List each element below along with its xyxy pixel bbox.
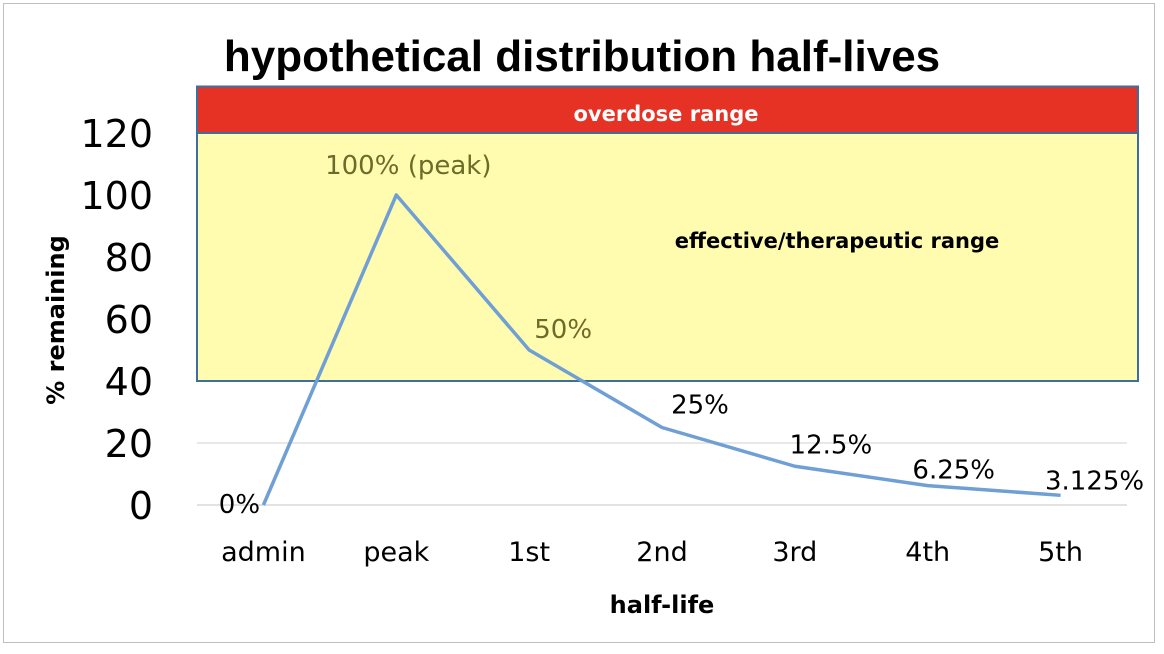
data-labels: 0% 100% (peak) 50% 25% 12.5% 6.25% 3.125% <box>219 151 1144 520</box>
range-bands: effective/therapeutic range overdose rang… <box>196 85 1139 382</box>
therapeutic-range-band <box>196 132 1139 382</box>
overdose-range-band <box>196 85 1139 134</box>
x-tick-label: 1st <box>508 537 550 568</box>
y-tick-label: 120 <box>80 112 153 156</box>
y-axis-title: % remaining <box>42 235 70 405</box>
data-label: 100% (peak) <box>325 151 491 181</box>
y-tick-label: 80 <box>105 236 153 280</box>
data-label: 25% <box>671 391 729 421</box>
x-tick-label: 4th <box>905 537 950 568</box>
data-label: 3.125% <box>1045 466 1144 496</box>
x-tick-labels: admin peak 1st 2nd 3rd 4th 5th <box>221 537 1083 568</box>
chart-title: hypothetical distribution half-lives <box>224 32 940 81</box>
x-tick-label: peak <box>363 537 429 568</box>
data-label: 50% <box>534 315 592 345</box>
x-tick-label: 5th <box>1038 537 1083 568</box>
y-tick-label: 20 <box>105 422 153 466</box>
data-label: 0% <box>219 490 260 520</box>
y-tick-labels: 0 20 40 60 80 100 120 <box>80 112 153 528</box>
overdose-range-label: overdose range <box>574 102 759 126</box>
x-tick-label: admin <box>221 537 306 568</box>
x-axis-title: half-life <box>610 591 715 619</box>
y-tick-label: 60 <box>105 298 153 342</box>
therapeutic-range-label: effective/therapeutic range <box>675 229 1000 253</box>
x-tick-label: 2nd <box>636 537 687 568</box>
y-tick-label: 0 <box>129 484 153 528</box>
data-label: 12.5% <box>790 430 873 460</box>
x-tick-label: 3rd <box>772 537 817 568</box>
y-tick-label: 40 <box>105 360 153 404</box>
data-points <box>263 194 1061 506</box>
y-tick-label: 100 <box>80 174 153 218</box>
data-label: 6.25% <box>912 456 995 486</box>
